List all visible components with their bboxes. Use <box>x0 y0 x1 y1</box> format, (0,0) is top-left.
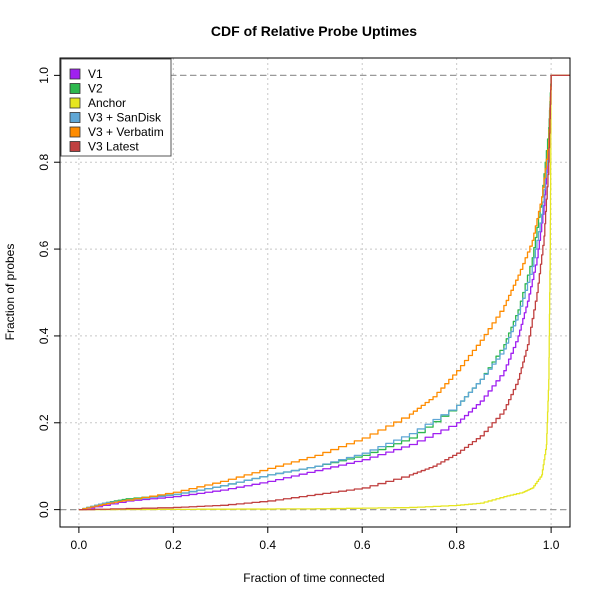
x-tick-label: 1.0 <box>543 538 560 552</box>
y-tick-label: 0.0 <box>37 501 51 518</box>
y-tick-label: 0.8 <box>37 154 51 171</box>
legend-label: Anchor <box>88 96 126 110</box>
series-line-v1 <box>78 74 570 511</box>
legend-swatch <box>69 141 81 152</box>
legend-label: V3 Latest <box>88 140 139 154</box>
series-layer <box>78 74 570 511</box>
x-axis-label: Fraction of time connected <box>243 571 384 585</box>
x-tick-label: 0.0 <box>71 538 88 552</box>
y-axis: 0.0 0.2 0.4 0.6 0.8 1.0 <box>37 67 60 518</box>
y-tick-label: 0.4 <box>37 327 51 344</box>
x-axis: 0.0 0.2 0.4 0.6 0.8 1.0 <box>71 527 560 552</box>
x-tick-label: 0.6 <box>354 538 371 552</box>
legend-swatch <box>69 112 81 123</box>
x-tick-label: 0.2 <box>165 538 182 552</box>
legend-swatch <box>69 126 81 138</box>
legend-swatch <box>69 97 81 109</box>
legend-label: V3 + SanDisk <box>88 111 162 125</box>
y-tick-label: 1.0 <box>37 67 51 84</box>
y-axis-label: Fraction of probes <box>3 244 17 341</box>
series-line-anchor <box>78 74 570 511</box>
x-tick-label: 0.4 <box>259 538 276 552</box>
series-line-v3-sandisk <box>78 74 570 511</box>
legend-label: V3 + Verbatim <box>88 125 164 139</box>
legend-swatch <box>69 68 81 80</box>
series-line-v3-latest <box>78 74 570 511</box>
legend-label: V2 <box>88 82 103 96</box>
legend-swatch <box>69 83 81 94</box>
legend-label: V1 <box>88 67 103 81</box>
x-tick-label: 0.8 <box>448 538 465 552</box>
chart-title: CDF of Relative Probe Uptimes <box>211 23 417 39</box>
y-tick-label: 0.6 <box>37 240 51 257</box>
plot-frame <box>59 57 571 528</box>
series-line-v3-verbatim <box>78 74 570 511</box>
y-tick-label: 0.2 <box>37 414 51 431</box>
